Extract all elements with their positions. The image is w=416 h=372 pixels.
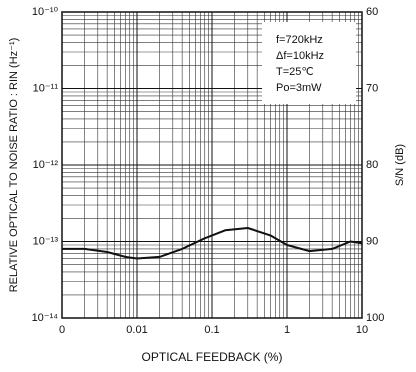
y-tick-label: 10⁻¹²	[33, 159, 59, 171]
x-tick-label: 0.1	[204, 324, 219, 336]
y2-tick-label: 90	[366, 235, 378, 247]
y2-tick-label: 70	[366, 82, 378, 94]
y-axis-label: RELATIVE OPTICAL TO NOISE RATIO : RIN (H…	[8, 38, 20, 293]
x-tick-label: 1	[284, 324, 290, 336]
x-tick-label: 0.01	[126, 324, 147, 336]
annotation: T=25℃	[276, 66, 314, 78]
y2-axis-label: S/N (dB)	[394, 144, 406, 186]
x-tick-label: 0	[59, 324, 65, 336]
annotation: f=720kHz	[276, 34, 323, 46]
x-tick-label: 10	[356, 324, 368, 336]
y-tick-label: 10⁻¹¹	[33, 82, 59, 94]
x-axis-label: OPTICAL FEEDBACK (%)	[142, 350, 283, 364]
y-tick-label: 10⁻¹³	[33, 235, 59, 247]
y-tick-label: 10⁻¹⁴	[32, 312, 59, 324]
rin-curve	[62, 227, 363, 260]
y2-tick-label: 100	[366, 312, 384, 324]
y2-tick-label: 80	[366, 159, 378, 171]
annotation-box	[262, 22, 356, 104]
plot-frame	[61, 11, 363, 319]
annotation: Δf=10kHz	[276, 50, 324, 62]
y2-tick-label: 60	[366, 6, 378, 18]
y-tick-label: 10⁻¹⁰	[32, 6, 59, 18]
annotation: Po=3mW	[276, 82, 322, 94]
